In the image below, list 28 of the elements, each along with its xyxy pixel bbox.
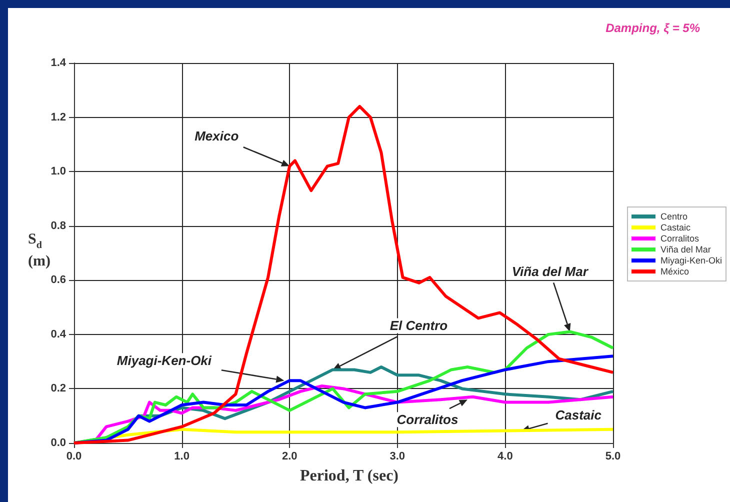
legend-label: Miyagi-Ken-Oki	[660, 256, 722, 266]
text: Damping, ξ = 5%	[606, 21, 700, 35]
y-tick-label: 1.2	[50, 111, 66, 124]
y-tick-label: 0.2	[50, 382, 66, 395]
annotation: Castaic	[555, 407, 602, 422]
legend-label: Centro	[660, 212, 688, 222]
y-tick-label: 1.4	[50, 57, 67, 69]
y-tick-label: 0.0	[50, 437, 66, 449]
x-tick-label: 1.0	[174, 450, 190, 462]
annotation: Corralitos	[396, 412, 458, 428]
x-tick-label: 0.0	[66, 450, 82, 462]
x-tick-label: 4.0	[498, 450, 513, 462]
y-tick-label: 0.8	[50, 220, 66, 232]
x-tick-label: 5.0	[605, 450, 621, 462]
x-axis-title: Period, T (sec)	[300, 468, 398, 484]
x-tick-label: 2.0	[282, 450, 298, 462]
y-tick-label: 0.6	[50, 274, 66, 286]
annotation: Viña del Mar	[512, 264, 589, 280]
y-tick-label: 1.0	[50, 166, 66, 178]
legend-label: Viña del Mar	[660, 244, 711, 254]
legend-label: México	[660, 266, 689, 276]
annotation: Miyagi-Ken-Oki	[116, 353, 212, 368]
legend-label: Corralitos	[660, 234, 700, 244]
annotation: Mexico	[194, 128, 239, 144]
x-tick-label: 3.0	[390, 450, 406, 462]
legend-label: Castaic	[660, 222, 691, 232]
y-tick-label: 0.4	[50, 328, 67, 340]
annotation: El Centro	[390, 318, 448, 334]
